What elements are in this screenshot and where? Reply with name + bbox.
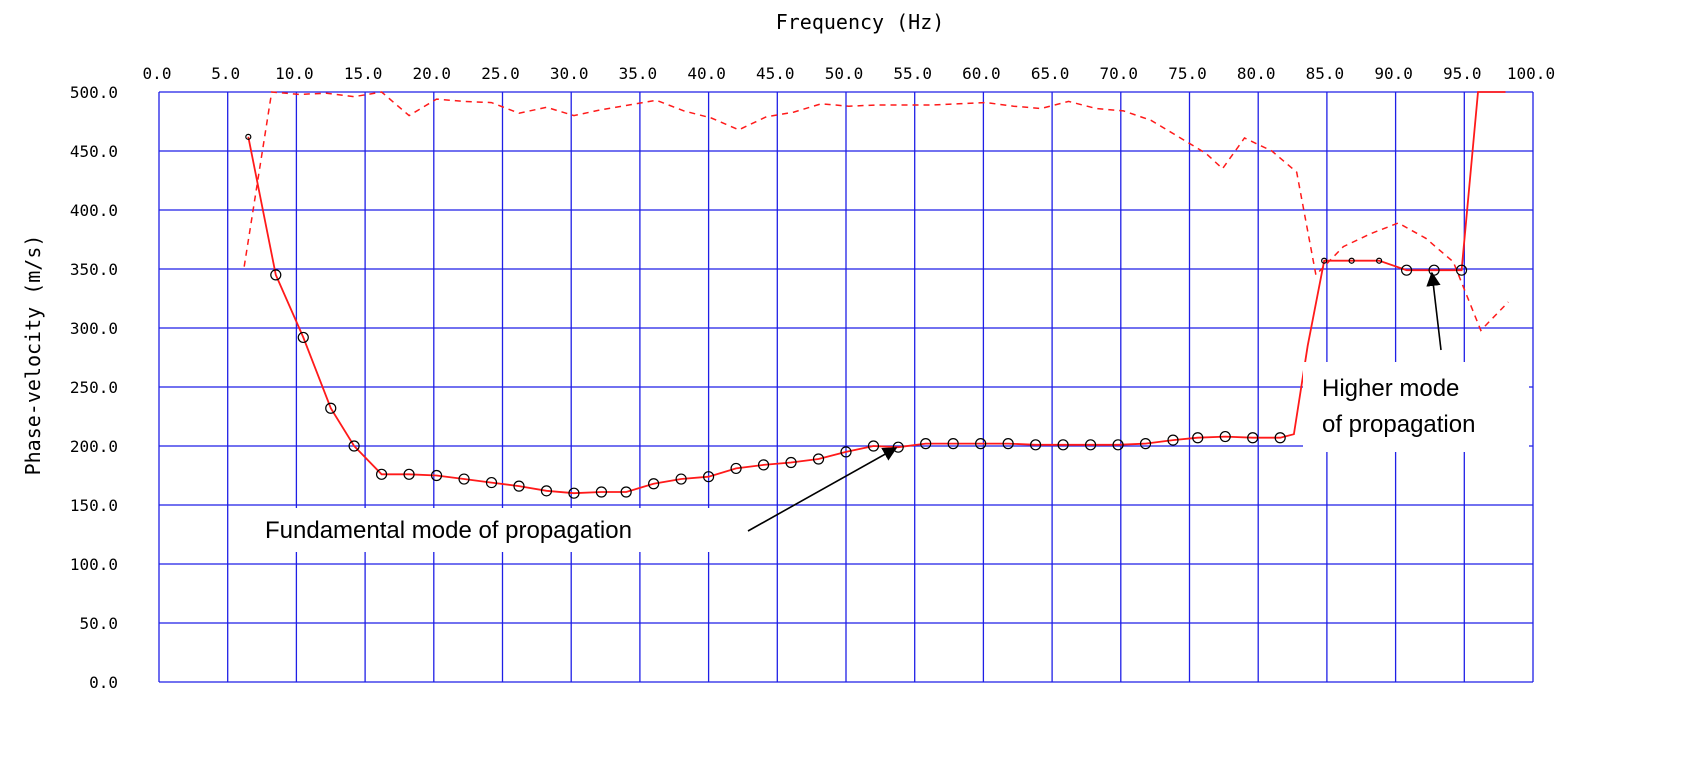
y-tick-label: 50.0 bbox=[79, 614, 118, 633]
y-tick-label: 100.0 bbox=[70, 555, 118, 574]
solid-series-point bbox=[1219, 430, 1231, 443]
x-tick-label: 50.0 bbox=[825, 64, 864, 83]
grid bbox=[158, 91, 1534, 683]
solid-series-point bbox=[785, 456, 797, 469]
annotation-fundamental-arrow bbox=[747, 447, 898, 532]
annotation-fundamental-label: Fundamental mode of propagation bbox=[265, 517, 632, 544]
x-axis-title: Frequency (Hz) bbox=[776, 10, 945, 34]
solid-series-point bbox=[1348, 257, 1355, 264]
solid-series-point bbox=[458, 473, 470, 485]
solid-series-point bbox=[1057, 439, 1069, 451]
solid-series-point bbox=[730, 462, 742, 475]
x-tick-label: 25.0 bbox=[481, 64, 520, 83]
solid-series-point bbox=[270, 269, 282, 281]
dashed-series-line bbox=[243, 91, 1509, 332]
x-tick-label: 20.0 bbox=[413, 64, 452, 83]
y-tick-label: 0.0 bbox=[89, 673, 118, 692]
solid-series-point bbox=[620, 486, 632, 498]
solid-series-point bbox=[1167, 434, 1179, 446]
x-tick-label: 65.0 bbox=[1031, 64, 1070, 83]
solid-series-point bbox=[1084, 439, 1097, 451]
solid-series-point bbox=[540, 485, 553, 497]
y-axis-title: Phase-velocity (m/s) bbox=[21, 235, 45, 476]
x-tick-label: 100.0 bbox=[1507, 64, 1555, 83]
solid-series-point bbox=[648, 478, 660, 490]
solid-series-point bbox=[840, 446, 852, 458]
x-tick-label: 80.0 bbox=[1237, 64, 1276, 83]
solid-series-point bbox=[1455, 264, 1468, 276]
solid-series-point bbox=[867, 440, 880, 452]
y-tick-label: 400.0 bbox=[70, 201, 118, 220]
solid-series-point bbox=[675, 473, 687, 485]
x-tick-label: 30.0 bbox=[550, 64, 589, 83]
solid-curve-layer bbox=[245, 91, 1506, 499]
y-tick-label: 150.0 bbox=[70, 496, 118, 515]
solid-series-point bbox=[812, 453, 825, 465]
y-tick-label: 200.0 bbox=[70, 437, 118, 456]
solid-series-point bbox=[1247, 432, 1259, 444]
x-tick-label: 75.0 bbox=[1168, 64, 1207, 83]
solid-series-point bbox=[892, 441, 904, 453]
x-tick-label: 70.0 bbox=[1100, 64, 1139, 83]
annotation-higher-label-2: of propagation bbox=[1322, 411, 1475, 438]
x-tick-label: 45.0 bbox=[756, 64, 795, 83]
solid-series-point bbox=[1002, 438, 1014, 450]
annotation-higher-box bbox=[1303, 362, 1529, 452]
x-tick-label: 90.0 bbox=[1374, 64, 1413, 83]
dashed-curve-layer bbox=[243, 91, 1509, 332]
solid-series-point bbox=[297, 331, 309, 344]
tick-labels: 0.0 5.0 10.0 15.0 20.0 25.0 30.0 35.0 40.0 45.0 50… bbox=[70, 64, 1555, 692]
annotation-higher: Higher mode of propagation bbox=[1303, 271, 1529, 452]
solid-series-point bbox=[325, 402, 337, 414]
solid-series-point bbox=[947, 438, 959, 450]
solid-series-point bbox=[1274, 432, 1286, 444]
x-tick-label: 5.0 bbox=[211, 64, 240, 83]
annotation-higher-arrow bbox=[1426, 271, 1442, 351]
solid-series-point bbox=[1400, 264, 1413, 276]
annotation-fundamental: Fundamental mode of propagation bbox=[253, 447, 898, 552]
y-tick-label: 450.0 bbox=[70, 142, 118, 161]
y-tick-label: 300.0 bbox=[70, 319, 118, 338]
x-tick-label: 10.0 bbox=[275, 64, 314, 83]
solid-series-point bbox=[757, 459, 770, 471]
solid-series-point bbox=[348, 440, 360, 452]
solid-series-point bbox=[1376, 257, 1383, 264]
x-tick-label: 85.0 bbox=[1306, 64, 1345, 83]
annotation-fundamental-box bbox=[253, 508, 723, 552]
solid-series-point bbox=[403, 468, 415, 480]
y-tick-label: 350.0 bbox=[70, 260, 118, 279]
solid-series-point bbox=[1139, 438, 1152, 450]
solid-series-point bbox=[975, 438, 987, 450]
solid-series-point bbox=[1030, 439, 1042, 451]
solid-series-point bbox=[1192, 432, 1204, 444]
solid-series-point bbox=[430, 469, 443, 482]
x-tick-label: 0.0 bbox=[143, 64, 172, 83]
y-tick-label: 250.0 bbox=[70, 378, 118, 397]
solid-series-point bbox=[485, 476, 498, 489]
solid-series-point bbox=[595, 486, 608, 498]
solid-series-point bbox=[1321, 257, 1328, 264]
solid-series-point bbox=[702, 471, 715, 483]
solid-series-point bbox=[568, 487, 580, 499]
x-tick-label: 95.0 bbox=[1443, 64, 1482, 83]
solid-series-point bbox=[513, 480, 525, 492]
solid-series-point bbox=[245, 133, 252, 140]
x-tick-label: 55.0 bbox=[893, 64, 932, 83]
annotation-higher-label-1: Higher mode bbox=[1322, 375, 1459, 402]
solid-series-point bbox=[1112, 439, 1124, 451]
solid-series-line bbox=[247, 91, 1506, 495]
solid-series-point bbox=[375, 468, 388, 480]
y-tick-label: 500.0 bbox=[70, 83, 118, 102]
x-tick-label: 40.0 bbox=[687, 64, 726, 83]
x-tick-label: 35.0 bbox=[619, 64, 658, 83]
solid-series-point bbox=[920, 438, 932, 450]
x-tick-label: 60.0 bbox=[962, 64, 1001, 83]
x-tick-label: 15.0 bbox=[344, 64, 383, 83]
